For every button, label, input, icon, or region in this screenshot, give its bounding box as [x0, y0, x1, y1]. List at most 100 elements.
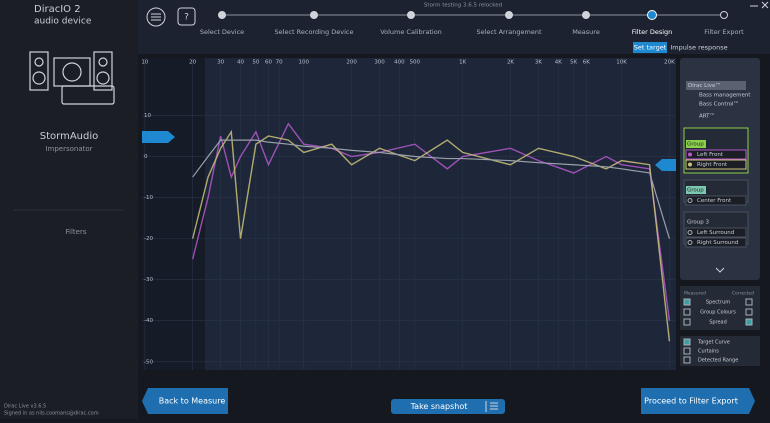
step-label[interactable]: Select Arrangement — [476, 28, 541, 36]
y-tick-label: 10 — [144, 113, 151, 119]
channel-row[interactable] — [685, 149, 747, 160]
step-label[interactable]: Measure — [572, 28, 600, 36]
speakers-icon — [29, 51, 115, 105]
tab[interactable]: Set target — [634, 44, 667, 52]
step-label[interactable]: Select Recording Device — [275, 28, 354, 36]
checkbox[interactable] — [745, 308, 753, 316]
snapshot-button[interactable] — [391, 399, 505, 414]
x-tick-label: 30 — [217, 60, 224, 66]
checkbox[interactable] — [683, 298, 691, 306]
mode-selected[interactable] — [686, 81, 746, 90]
y-tick-label: -30 — [144, 277, 153, 283]
column-header: Measured — [684, 291, 706, 297]
x-tick-label: 5K — [570, 60, 577, 66]
mode[interactable]: Dirac Live™ — [688, 82, 721, 89]
channel-row[interactable] — [685, 227, 747, 238]
channel-name: Left Front — [697, 152, 724, 158]
x-tick-label: 3K — [535, 60, 542, 66]
x-tick-label: 200 — [346, 60, 357, 66]
channel-row[interactable] — [685, 237, 747, 248]
step-dot[interactable] — [720, 11, 728, 19]
series-line — [191, 122, 671, 321]
step-label[interactable]: Volume Calibration — [380, 28, 442, 36]
x-tick-label: 2K — [507, 60, 514, 66]
checkbox[interactable] — [683, 338, 691, 346]
curve-options — [680, 336, 760, 366]
x-tick-label: 500 — [410, 60, 421, 66]
close[interactable] — [761, 1, 769, 9]
account: Signed in as nils.coomans@dirac.com — [4, 411, 99, 417]
snapshot-menu[interactable] — [490, 402, 498, 410]
step-label[interactable]: Filter Design — [632, 28, 673, 36]
tab[interactable]: Impulse response — [670, 44, 727, 52]
proceed-button[interactable] — [641, 388, 755, 414]
x-tick-label: 1K — [459, 60, 466, 66]
step-label[interactable]: Filter Export — [704, 28, 744, 36]
channel-name: Center Front — [697, 198, 732, 204]
limit-marker[interactable] — [655, 159, 676, 171]
mode[interactable]: ART™ — [699, 113, 715, 120]
version: Dirac Live v3.6.5 — [4, 404, 46, 410]
group-name: Group 2 — [687, 188, 709, 194]
x-tick-label: 40 — [237, 60, 244, 66]
step-dot[interactable] — [505, 11, 513, 19]
x-tick-label: 300 — [374, 60, 385, 66]
option-label: Group Colours — [700, 310, 736, 316]
group-name: Group 3 — [687, 220, 709, 226]
group-label-bg — [686, 186, 706, 194]
channel-name: Right Surround — [697, 240, 738, 246]
plot-area — [142, 58, 676, 370]
step-dot[interactable] — [647, 10, 657, 20]
checkbox[interactable] — [683, 308, 691, 316]
y-tick-label: -10 — [144, 195, 153, 201]
step-dot[interactable] — [407, 11, 415, 19]
button-label: Take snapshot — [410, 402, 468, 411]
section[interactable]: Filters — [66, 228, 87, 236]
curtain — [142, 58, 205, 370]
channel-row[interactable] — [685, 159, 747, 170]
channel-dot — [687, 198, 693, 203]
checkbox[interactable] — [683, 347, 691, 355]
mode[interactable]: Bass management — [699, 93, 751, 99]
button-label: Back to Measure — [159, 397, 226, 406]
help-button[interactable] — [177, 7, 196, 26]
group-name: Group 1 — [687, 142, 709, 148]
x-tick-label: 100 — [298, 60, 309, 66]
step-dot[interactable] — [582, 11, 590, 19]
x-tick-label: 400 — [394, 60, 405, 66]
channel-name: Right Front — [697, 162, 728, 168]
option-label: Spread — [709, 320, 727, 326]
scroll-down[interactable] — [715, 267, 725, 273]
y-tick-label: -50 — [144, 359, 153, 365]
step-label[interactable]: Select Device — [200, 28, 244, 36]
mode[interactable]: Bass Control™ — [699, 101, 739, 108]
checkbox[interactable] — [683, 318, 691, 326]
step-dot[interactable] — [310, 11, 318, 19]
x-tick-label: 60 — [265, 60, 272, 66]
display-option: Curtains — [698, 349, 719, 355]
step-dot[interactable] — [218, 11, 226, 19]
device-name: DiracIO 2 — [34, 4, 81, 15]
channel-dot — [688, 162, 692, 167]
checkbox[interactable] — [683, 356, 691, 364]
channel-name: Left Surround — [697, 230, 734, 236]
help-icon: ? — [184, 13, 189, 23]
limit-marker[interactable] — [142, 131, 175, 143]
tab-active[interactable] — [633, 42, 667, 53]
checkbox[interactable] — [745, 318, 753, 326]
x-tick-label: 4K — [555, 60, 562, 66]
window-title: Storm testing 3.6.5 relocked — [424, 3, 502, 9]
x-tick-label: 50 — [252, 60, 259, 66]
back-button[interactable] — [142, 388, 228, 414]
device-subtitle: audio device — [34, 17, 92, 27]
channel-dot — [687, 230, 693, 235]
checkbox[interactable] — [745, 298, 753, 306]
menu-button[interactable] — [146, 7, 166, 27]
button-label: Proceed to Filter Export — [644, 397, 738, 406]
brand: StormAudio — [40, 131, 99, 142]
y-tick-label: -40 — [144, 318, 153, 324]
group-label-bg — [686, 140, 706, 148]
channel-dot — [688, 152, 692, 157]
channel-row[interactable] — [685, 195, 747, 206]
